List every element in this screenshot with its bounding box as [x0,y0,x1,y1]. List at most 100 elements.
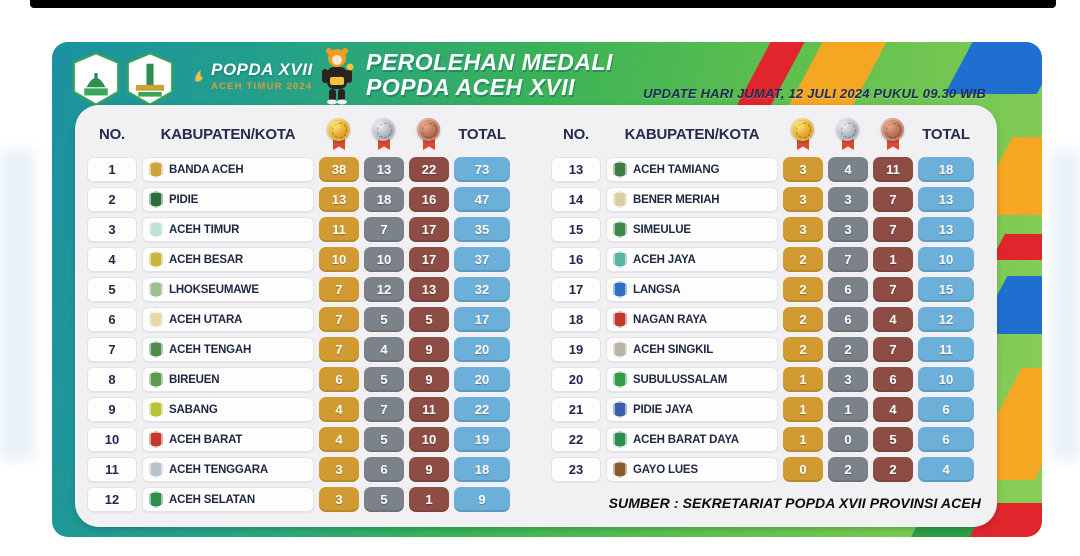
gold-count: 3 [319,457,359,482]
rank-value: 15 [568,222,584,237]
total-count: 35 [454,217,510,242]
silver-count: 0 [828,427,868,452]
table-row: 5 LHOKSEUMAWE 7 12 13 32 [87,277,519,302]
region-emblem-icon [149,161,163,178]
gold-count: 10 [319,247,359,272]
gold-count: 2 [783,247,823,272]
region-cell: PIDIE [142,187,314,212]
rank-cell: 1 [87,157,137,182]
rank-value: 5 [108,282,116,297]
silver-count: 6 [828,307,868,332]
total-count: 15 [918,277,974,302]
silver-count: 1 [828,397,868,422]
aceh-timur-logo [126,51,174,107]
mascot-icon [314,47,360,105]
gold-count: 0 [783,457,823,482]
stripe-red [991,234,1042,260]
rank-value: 8 [108,372,116,387]
left-table-header: NO. KABUPATEN/KOTA TOTAL [87,111,519,157]
silver-count: 5 [364,307,404,332]
bronze-count: 13 [409,277,449,302]
silver-count: 6 [828,277,868,302]
gold-count: 7 [319,277,359,302]
rank-cell: 11 [87,457,137,482]
rank-value: 6 [108,312,116,327]
table-row: 8 BIREUEN 6 5 9 20 [87,367,519,392]
region-cell: BIREUEN [142,367,314,392]
table-row: 23 GAYO LUES 0 2 2 4 [551,457,983,482]
rank-value: 1 [108,162,116,177]
gold-count: 11 [319,217,359,242]
region-cell: ACEH SELATAN [142,487,314,512]
right-edge-tint [1052,150,1080,460]
rank-cell: 12 [87,487,137,512]
bronze-count: 11 [409,397,449,422]
region-cell: SABANG [142,397,314,422]
region-name: ACEH UTARA [169,313,243,326]
region-emblem-icon [613,371,627,388]
region-cell: ACEH TAMIANG [606,157,778,182]
rank-value: 9 [108,402,116,417]
rank-cell: 5 [87,277,137,302]
total-count: 37 [454,247,510,272]
rank-cell: 4 [87,247,137,272]
region-cell: ACEH UTARA [142,307,314,332]
gold-count: 4 [319,427,359,452]
region-cell: LHOKSEUMAWE [142,277,314,302]
silver-count: 7 [364,397,404,422]
total-count: 13 [918,187,974,212]
column-header-total: TOTAL [922,125,970,143]
region-name: ACEH BARAT DAYA [633,433,739,446]
title-line-2: POPDA ACEH XVII [366,74,575,100]
total-count: 10 [918,367,974,392]
region-emblem-icon [149,491,163,508]
popda-subtitle: ACEH TIMUR 2024 [211,81,313,92]
table-row: 12 ACEH SELATAN 3 5 1 9 [87,487,519,512]
table-row: 11 ACEH TENGGARA 3 6 9 18 [87,457,519,482]
region-cell: ACEH JAYA [606,247,778,272]
top-letterbox-bar [30,0,1056,8]
region-emblem-icon [613,311,627,328]
region-cell: ACEH BARAT DAYA [606,427,778,452]
gold-count: 13 [319,187,359,212]
total-count: 32 [454,277,510,302]
rank-cell: 7 [87,337,137,362]
popda-brand: POPDA XVII ACEH TIMUR 2024 [186,60,313,93]
region-cell: PIDIE JAYA [606,397,778,422]
region-emblem-icon [613,431,627,448]
rank-cell: 22 [551,427,601,452]
rank-value: 3 [108,222,116,237]
column-header-region: KABUPATEN/KOTA [624,125,760,143]
total-count: 10 [918,247,974,272]
right-table-rows: 13 ACEH TAMIANG 3 4 11 18 14 BENER MERIA… [551,157,983,482]
rank-value: 17 [568,282,584,297]
total-count: 12 [918,307,974,332]
bronze-count: 11 [873,157,913,182]
region-name: PIDIE [169,193,199,206]
table-row: 21 PIDIE JAYA 1 1 4 6 [551,397,983,422]
region-name: ACEH TENGGARA [169,463,268,476]
region-cell: ACEH BARAT [142,427,314,452]
table-row: 13 ACEH TAMIANG 3 4 11 18 [551,157,983,182]
region-emblem-icon [149,221,163,238]
rank-cell: 3 [87,217,137,242]
gold-count: 3 [783,187,823,212]
column-header-no: NO. [562,125,590,143]
gold-count: 3 [783,157,823,182]
gold-count: 1 [783,367,823,392]
table-row: 9 SABANG 4 7 11 22 [87,397,519,422]
silver-count: 7 [364,217,404,242]
region-name: BANDA ACEH [169,163,244,176]
gold-count: 3 [319,487,359,512]
region-name: NAGAN RAYA [633,313,707,326]
table-row: 4 ACEH BESAR 10 10 17 37 [87,247,519,272]
region-name: BIREUEN [169,373,220,386]
rank-cell: 6 [87,307,137,332]
region-name: ACEH JAYA [633,253,696,266]
rank-value: 21 [568,402,584,417]
silver-count: 2 [828,457,868,482]
gold-medal-icon [790,118,816,150]
silver-count: 4 [828,157,868,182]
silver-count: 3 [828,367,868,392]
